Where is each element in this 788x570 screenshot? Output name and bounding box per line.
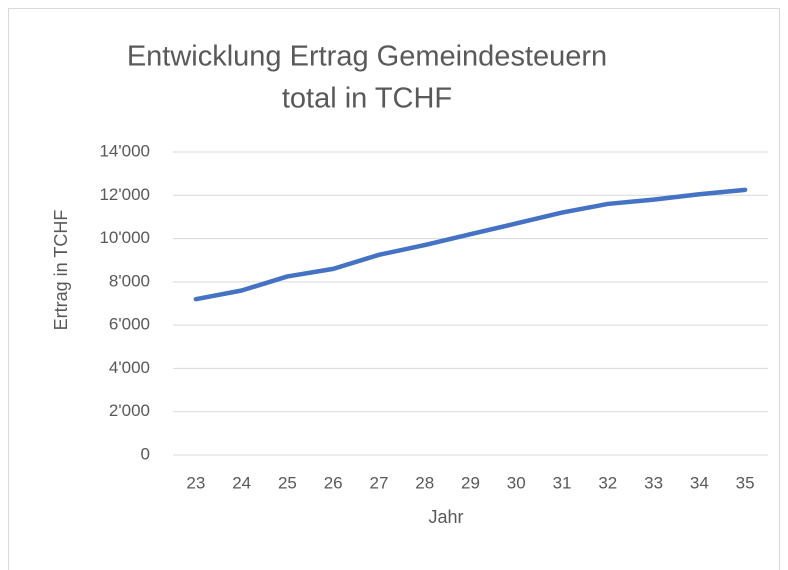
y-tick-label: 10'000 [99, 228, 150, 247]
x-tick-label: 25 [278, 473, 297, 492]
y-tick-label: 8'000 [109, 271, 150, 290]
chart-title: total in TCHF [282, 83, 452, 115]
x-tick-label: 32 [598, 473, 617, 492]
y-tick-label: 6'000 [109, 315, 150, 334]
x-tick-label: 26 [324, 473, 343, 492]
chart-border [8, 8, 780, 570]
x-tick-label: 23 [186, 473, 205, 492]
y-tick-label: 2'000 [109, 401, 150, 420]
x-tick-label: 33 [644, 473, 663, 492]
x-tick-label: 27 [370, 473, 389, 492]
y-tick-label: 0 [141, 444, 150, 463]
data-line [193, 187, 748, 302]
x-tick-label: 31 [553, 473, 572, 492]
y-tick-label: 4'000 [109, 358, 150, 377]
y-tick-label: 12'000 [99, 185, 150, 204]
x-tick-label: 35 [736, 473, 755, 492]
x-tick-label: 34 [690, 473, 709, 492]
x-tick-label: 29 [461, 473, 480, 492]
y-tick-label: 14'000 [99, 141, 150, 160]
x-tick-label: 30 [507, 473, 526, 492]
y-axis-label: Ertrag in TCHF [51, 210, 71, 331]
x-tick-label: 28 [415, 473, 434, 492]
chart-title: Entwicklung Ertrag Gemeindesteuern [127, 41, 607, 73]
x-axis-label: Jahr [428, 507, 463, 527]
x-tick-label: 24 [232, 473, 251, 492]
